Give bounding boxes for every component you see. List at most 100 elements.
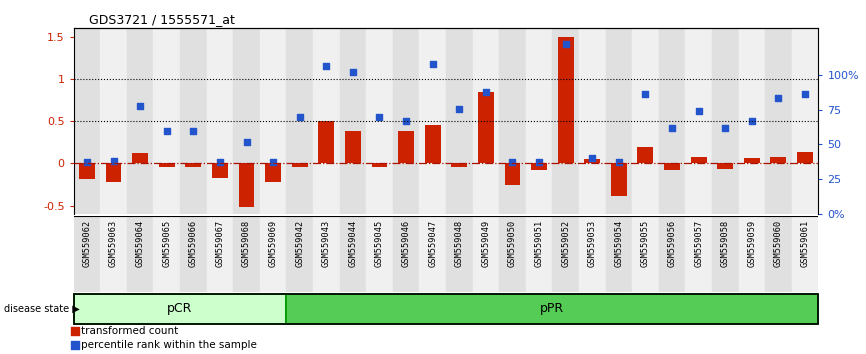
- Bar: [153, 28, 180, 214]
- Bar: [419, 28, 446, 214]
- Point: [346, 69, 360, 75]
- Text: transformed count: transformed count: [81, 326, 178, 336]
- Point: [133, 103, 147, 109]
- Bar: [74, 216, 100, 292]
- Text: GSM559042: GSM559042: [295, 220, 304, 267]
- Point: [479, 89, 493, 95]
- Point: [426, 61, 440, 67]
- Bar: [207, 28, 233, 214]
- Bar: [419, 216, 446, 292]
- Text: GSM559065: GSM559065: [162, 220, 171, 267]
- Point: [159, 129, 173, 134]
- Bar: [446, 216, 473, 292]
- Bar: [473, 216, 499, 292]
- Text: GSM559069: GSM559069: [268, 220, 278, 267]
- Bar: [366, 216, 393, 292]
- Bar: [478, 92, 494, 164]
- Point: [372, 114, 386, 120]
- Bar: [212, 164, 228, 178]
- Bar: [712, 216, 739, 292]
- Bar: [393, 28, 419, 214]
- Bar: [126, 28, 153, 214]
- Text: disease state ▶: disease state ▶: [4, 304, 80, 314]
- Bar: [739, 28, 766, 214]
- Text: GSM559053: GSM559053: [588, 220, 597, 267]
- Bar: [632, 28, 659, 214]
- Bar: [372, 164, 387, 167]
- Bar: [126, 216, 153, 292]
- Point: [80, 159, 94, 165]
- Bar: [393, 216, 419, 292]
- Bar: [153, 216, 180, 292]
- Bar: [685, 28, 712, 214]
- Text: GSM559061: GSM559061: [800, 220, 810, 267]
- Bar: [579, 28, 605, 214]
- Bar: [558, 37, 573, 164]
- Text: GSM559050: GSM559050: [508, 220, 517, 267]
- Bar: [180, 28, 207, 214]
- Point: [240, 139, 254, 145]
- Bar: [313, 216, 339, 292]
- Bar: [185, 164, 201, 167]
- Text: GSM559049: GSM559049: [481, 220, 490, 267]
- Bar: [637, 147, 654, 164]
- Bar: [659, 28, 685, 214]
- Point: [718, 125, 732, 131]
- Bar: [233, 28, 260, 214]
- Bar: [526, 28, 553, 214]
- Bar: [79, 164, 95, 179]
- Bar: [553, 216, 579, 292]
- Text: GSM559063: GSM559063: [109, 220, 118, 267]
- Bar: [106, 164, 121, 182]
- Text: GSM559064: GSM559064: [136, 220, 145, 267]
- Bar: [691, 157, 707, 164]
- Point: [213, 159, 227, 165]
- Bar: [180, 216, 207, 292]
- Bar: [792, 28, 818, 214]
- Bar: [771, 157, 786, 164]
- Point: [745, 118, 759, 124]
- Bar: [605, 216, 632, 292]
- Bar: [339, 28, 366, 214]
- Bar: [585, 159, 600, 164]
- Bar: [531, 164, 547, 170]
- Bar: [158, 164, 175, 167]
- Text: GSM559048: GSM559048: [455, 220, 464, 267]
- Bar: [424, 125, 441, 164]
- Text: GSM559059: GSM559059: [747, 220, 756, 267]
- Point: [506, 159, 520, 165]
- Bar: [132, 153, 148, 164]
- Bar: [451, 164, 468, 167]
- Bar: [473, 28, 499, 214]
- Bar: [287, 216, 313, 292]
- Text: GSM559055: GSM559055: [641, 220, 650, 267]
- Point: [399, 118, 413, 124]
- Point: [798, 91, 812, 97]
- Bar: [553, 28, 579, 214]
- Text: pPR: pPR: [540, 302, 565, 315]
- Text: GSM559060: GSM559060: [774, 220, 783, 267]
- Bar: [366, 28, 393, 214]
- Text: pCR: pCR: [167, 302, 193, 315]
- Point: [692, 108, 706, 114]
- Point: [638, 91, 652, 97]
- Bar: [766, 216, 792, 292]
- Bar: [339, 216, 366, 292]
- Bar: [345, 131, 361, 164]
- Point: [612, 159, 626, 165]
- Text: GSM559043: GSM559043: [322, 220, 331, 267]
- Bar: [260, 28, 287, 214]
- Text: GSM559068: GSM559068: [242, 220, 251, 267]
- Bar: [313, 28, 339, 214]
- Bar: [659, 216, 685, 292]
- Bar: [265, 164, 281, 182]
- Bar: [287, 28, 313, 214]
- Text: GSM559047: GSM559047: [428, 220, 437, 267]
- Bar: [717, 164, 734, 169]
- Text: GSM559066: GSM559066: [189, 220, 197, 267]
- Bar: [739, 216, 766, 292]
- Bar: [579, 216, 605, 292]
- Bar: [792, 216, 818, 292]
- Bar: [526, 216, 553, 292]
- Text: GSM559056: GSM559056: [668, 220, 676, 267]
